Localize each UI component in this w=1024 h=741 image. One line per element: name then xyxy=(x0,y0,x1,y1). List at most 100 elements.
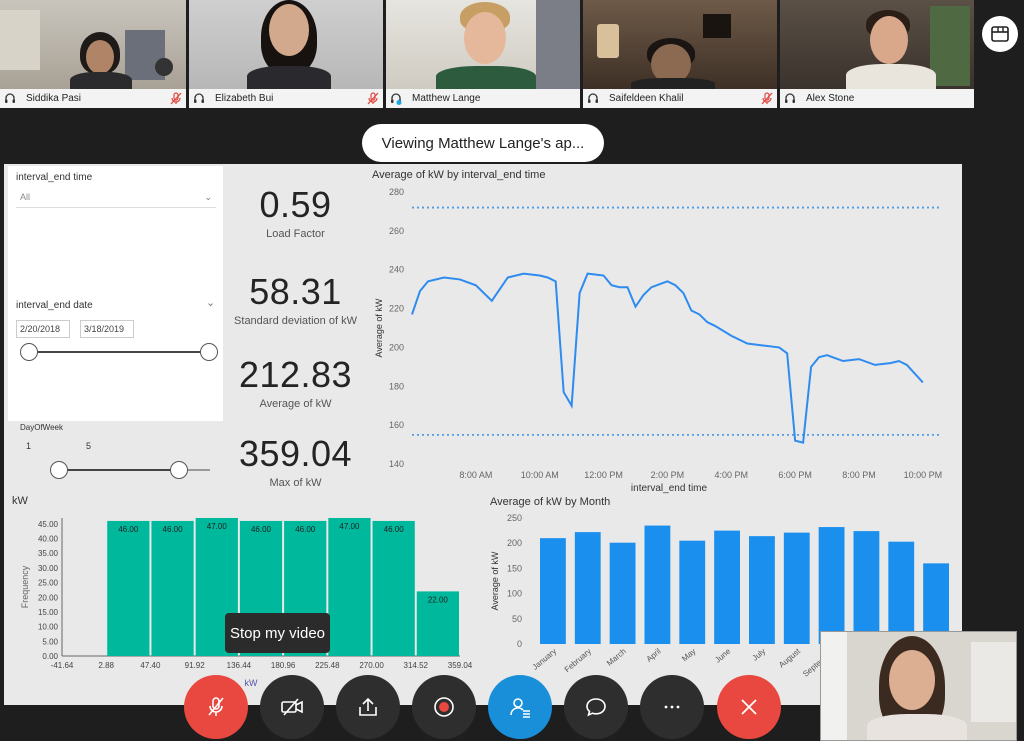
mic-muted-icon xyxy=(170,92,182,105)
chat-icon xyxy=(586,698,606,717)
kpi-value: 0.59 xyxy=(259,184,332,225)
y-tick-label: 160 xyxy=(389,420,404,430)
shared-screen: interval_end time All ⌄ interval_end dat… xyxy=(4,164,962,705)
histogram-bar xyxy=(328,518,371,656)
x-tick-label: March xyxy=(605,647,628,668)
close-icon xyxy=(741,699,757,715)
chevron-down-icon[interactable]: ⌄ xyxy=(206,297,216,309)
dow-max: 5 xyxy=(86,441,92,451)
x-tick-label: May xyxy=(680,647,697,664)
record-button[interactable] xyxy=(412,675,476,739)
histogram-title: kW xyxy=(12,495,28,507)
y-tick-label: 25.00 xyxy=(38,579,59,588)
bar-data-label: 46.00 xyxy=(251,525,272,534)
time-dropdown-value: All xyxy=(20,192,31,202)
y-tick-label: 35.00 xyxy=(38,549,59,558)
kw-series-line xyxy=(411,272,924,444)
participant-name: Elizabeth Bui xyxy=(215,93,274,104)
x-tick-label: 136.44 xyxy=(227,661,252,670)
x-tick-label: February xyxy=(563,647,593,674)
histogram-bar xyxy=(107,520,150,656)
line-chart: 140 160 180 200 220 240 260 280 8:00 AM 10:00 AM 1… xyxy=(374,187,942,494)
kpi-card-std-dev: 58.31 Standard deviation of kW xyxy=(226,255,365,337)
month-bar xyxy=(644,525,671,644)
participant-name: Siddika Pasi xyxy=(26,93,82,104)
month-bar xyxy=(853,531,880,644)
x-tick-label: 8:00 PM xyxy=(842,470,876,480)
participant-tile-5[interactable]: Alex Stone xyxy=(780,0,974,108)
headset-icon xyxy=(785,92,795,103)
kpi-label: Max of kW xyxy=(269,477,322,489)
headset-share-icon xyxy=(391,92,402,105)
dow-label: DayOfWeek xyxy=(20,423,63,432)
x-tick-label: 91.92 xyxy=(185,661,206,670)
y-tick-label: 180 xyxy=(389,381,404,391)
x-axis-label: kW xyxy=(245,678,259,688)
month-bar xyxy=(574,532,601,644)
month-bar xyxy=(783,532,810,644)
x-tick-label: 8:00 AM xyxy=(459,470,492,480)
bar-data-label: 22.00 xyxy=(428,595,449,604)
viewing-banner: Viewing Matthew Lange's ap... xyxy=(362,124,604,162)
bar-data-label: 46.00 xyxy=(163,525,184,534)
video-off-icon xyxy=(281,698,303,716)
more-options-button[interactable] xyxy=(640,675,704,739)
date-end-input[interactable]: 3/18/2019 xyxy=(80,320,134,338)
kpi-value: 212.83 xyxy=(238,354,353,395)
x-tick-label: January xyxy=(531,647,559,672)
x-tick-label: 225.48 xyxy=(315,661,340,670)
participant-name: Alex Stone xyxy=(806,93,855,104)
x-tick-label: June xyxy=(713,646,732,664)
y-tick-label: 0 xyxy=(517,639,522,649)
dow-max-handle[interactable] xyxy=(170,461,188,479)
x-tick-label: 47.40 xyxy=(140,661,161,670)
kpi-label: Standard deviation of kW xyxy=(234,315,357,327)
y-tick-label: 260 xyxy=(389,226,404,236)
time-dropdown[interactable]: All ⌄ xyxy=(16,192,216,208)
kpi-value: 58.31 xyxy=(249,271,342,312)
leave-call-button[interactable] xyxy=(717,675,781,739)
x-tick-label: 180.96 xyxy=(271,661,296,670)
month-bar xyxy=(923,563,949,644)
y-axis-label: Frequency xyxy=(20,565,30,608)
date-start-input[interactable]: 2/20/2018 xyxy=(16,320,70,338)
y-tick-label: 140 xyxy=(389,459,404,469)
date-range-start-handle[interactable] xyxy=(20,343,38,361)
participant-tile-3[interactable]: Matthew Lange xyxy=(386,0,580,108)
month-bar xyxy=(888,541,915,644)
chat-button[interactable] xyxy=(564,675,628,739)
kpi-card-average: 212.83 Average of kW xyxy=(226,338,365,420)
participants-button[interactable] xyxy=(488,675,552,739)
share-button[interactable] xyxy=(336,675,400,739)
share-icon xyxy=(359,697,377,716)
more-icon xyxy=(664,705,680,709)
x-tick-label: April xyxy=(645,647,663,664)
y-tick-label: 240 xyxy=(389,265,404,275)
y-tick-label: 30.00 xyxy=(38,564,59,573)
month-bar xyxy=(749,536,775,644)
mic-muted-icon xyxy=(761,92,773,105)
y-tick-label: 15.00 xyxy=(38,608,59,617)
dow-min-handle[interactable] xyxy=(50,461,68,479)
x-tick-label: 6:00 PM xyxy=(778,470,812,480)
kpi-value: 359.04 xyxy=(238,433,353,474)
y-tick-label: 20.00 xyxy=(38,593,59,602)
participant-tile-4[interactable]: Saifeldeen Khalil xyxy=(583,0,777,108)
x-tick-label: August xyxy=(777,646,802,669)
headset-icon xyxy=(5,92,15,103)
record-icon xyxy=(434,697,454,717)
participant-tile-1[interactable]: Siddika Pasi xyxy=(0,0,186,108)
video-button[interactable] xyxy=(260,675,324,739)
y-tick-label: 50 xyxy=(512,614,522,624)
mute-button[interactable] xyxy=(184,675,248,739)
y-tick-label: 0.00 xyxy=(42,652,58,661)
self-view-video[interactable] xyxy=(820,631,1017,741)
kpi-label: Average of kW xyxy=(259,398,332,410)
layout-button[interactable] xyxy=(982,16,1018,52)
participant-tile-2[interactable]: Elizabeth Bui xyxy=(189,0,383,108)
x-tick-label: 270.00 xyxy=(359,661,384,670)
participant-name: Saifeldeen Khalil xyxy=(609,93,684,104)
x-tick-label: 2:00 PM xyxy=(651,470,685,480)
date-range-end-handle[interactable] xyxy=(200,343,218,361)
